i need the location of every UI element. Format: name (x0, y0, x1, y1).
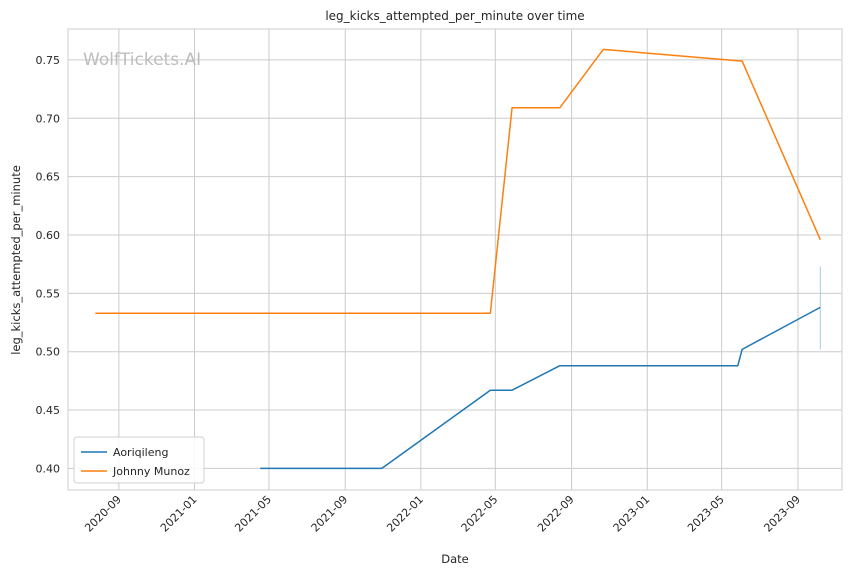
legend-label-aoriqileng: Aoriqileng (113, 446, 168, 459)
x-axis-title: Date (441, 552, 469, 566)
y-tick-label: 0.60 (36, 229, 61, 242)
y-axis: 0.40 0.45 0.50 0.55 0.60 0.65 0.70 0.75 (36, 54, 61, 475)
y-tick-label: 0.40 (36, 462, 61, 475)
series-line-aoriqileng (260, 306, 821, 470)
series-line-johnny-munoz (95, 48, 821, 314)
y-axis-title: leg_kicks_attempted_per_minute (9, 165, 23, 355)
legend: Aoriqileng Johnny Munoz (73, 436, 205, 484)
y-tick-label: 0.45 (36, 404, 61, 417)
y-tick-label: 0.75 (36, 54, 61, 67)
plot-frame (67, 28, 843, 491)
y-tick-label: 0.55 (36, 287, 61, 300)
y-tick-label: 0.65 (36, 171, 61, 184)
watermark-text: WolfTickets.AI (83, 50, 201, 70)
y-tick-label: 0.50 (36, 346, 61, 359)
legend-label-johnny-munoz: Johnny Munoz (112, 465, 190, 478)
chart-title: leg_kicks_attempted_per_minute over time (325, 9, 584, 23)
y-tick-label: 0.70 (36, 112, 61, 125)
series-layer (95, 48, 821, 470)
